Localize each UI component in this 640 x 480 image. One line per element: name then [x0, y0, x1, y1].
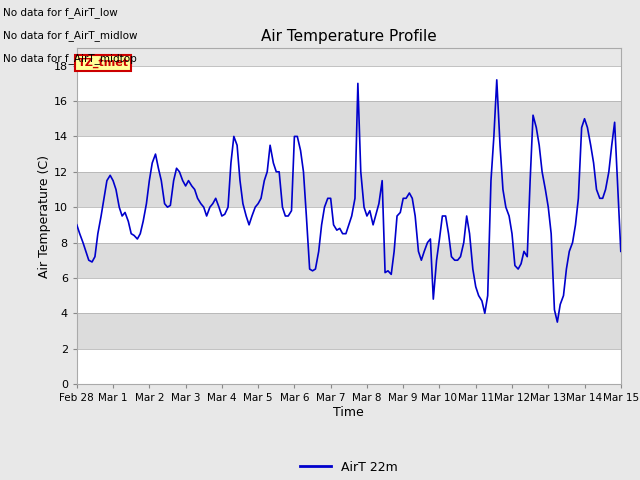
X-axis label: Time: Time: [333, 406, 364, 419]
Bar: [77, 172, 621, 207]
Bar: [77, 278, 621, 313]
Legend: AirT 22m: AirT 22m: [295, 456, 403, 479]
Bar: [77, 207, 621, 242]
Bar: [77, 101, 621, 136]
Bar: [77, 66, 621, 101]
Text: No data for f_AirT_midlow: No data for f_AirT_midlow: [3, 30, 138, 41]
Bar: [77, 348, 621, 384]
Title: Air Temperature Profile: Air Temperature Profile: [261, 29, 436, 44]
Bar: [77, 136, 621, 172]
Bar: [77, 313, 621, 348]
Text: TZ_tmet: TZ_tmet: [77, 58, 129, 68]
Text: No data for f_AirT_midtop: No data for f_AirT_midtop: [3, 53, 137, 64]
Text: No data for f_AirT_low: No data for f_AirT_low: [3, 7, 118, 18]
Y-axis label: Air Temperature (C): Air Temperature (C): [38, 155, 51, 277]
Bar: [77, 242, 621, 278]
